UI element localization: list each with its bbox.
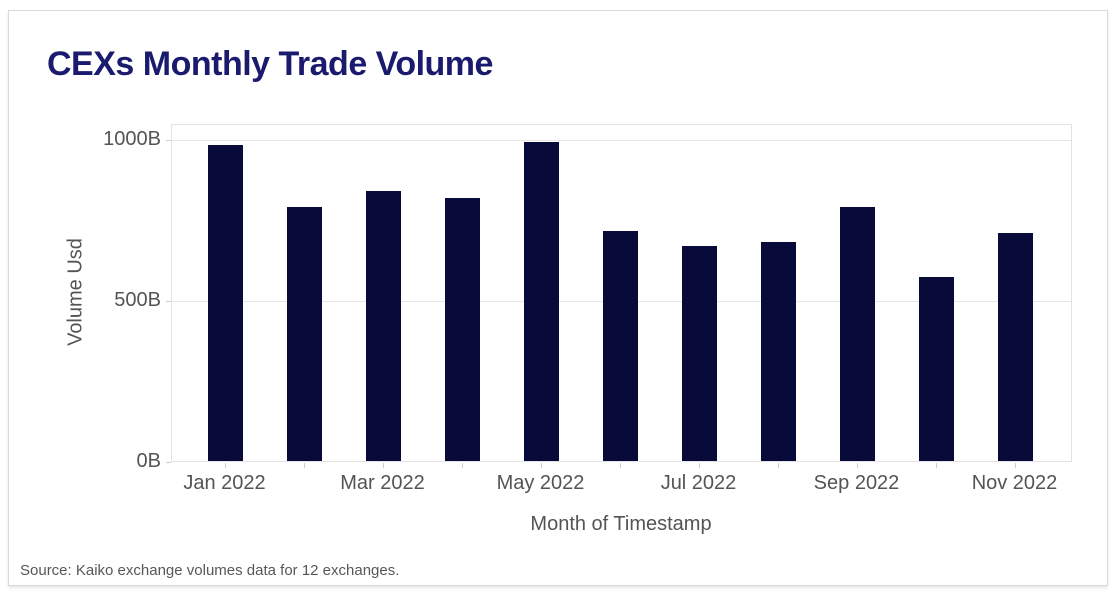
- bar[interactable]: [603, 231, 638, 461]
- bar[interactable]: [524, 142, 559, 461]
- x-tick-label: Jan 2022: [183, 472, 266, 494]
- x-tick-mark: [461, 463, 463, 468]
- x-tick-label: Sep 2022: [813, 472, 900, 494]
- chart-card: CEXs Monthly Trade Volume Volume Usd 0B 5…: [8, 10, 1108, 586]
- bar[interactable]: [682, 246, 717, 461]
- x-axis-title: Month of Timestamp: [530, 513, 712, 535]
- x-tick-mark: [856, 463, 858, 468]
- bar[interactable]: [840, 207, 875, 461]
- bar[interactable]: [998, 233, 1033, 461]
- y-tick-mark: [166, 140, 171, 141]
- y-tick-mark: [166, 462, 171, 463]
- y-tick-label: 0B: [136, 450, 161, 472]
- x-tick-mark: [619, 463, 621, 468]
- x-tick-label: Mar 2022: [340, 472, 425, 494]
- x-tick-mark: [698, 463, 700, 468]
- x-tick-mark: [540, 463, 542, 468]
- x-tick-mark: [935, 463, 937, 468]
- y-tick-mark: [166, 301, 171, 302]
- y-tick-label: 500B: [114, 289, 161, 311]
- chart-title: CEXs Monthly Trade Volume: [47, 45, 493, 83]
- bar[interactable]: [287, 207, 322, 461]
- y-tick-label: 1000B: [103, 128, 161, 150]
- bar[interactable]: [366, 191, 401, 461]
- x-tick-mark: [1014, 463, 1016, 468]
- x-tick-mark: [777, 463, 779, 468]
- bar[interactable]: [445, 198, 480, 461]
- bar[interactable]: [919, 277, 954, 461]
- x-tick-label: Jul 2022: [660, 472, 737, 494]
- plot-area: [171, 124, 1072, 462]
- x-tick-label: Nov 2022: [971, 472, 1058, 494]
- x-tick-label: May 2022: [496, 472, 585, 494]
- x-tick-mark: [224, 463, 226, 468]
- x-tick-mark: [382, 463, 384, 468]
- source-note: Source: Kaiko exchange volumes data for …: [20, 562, 400, 579]
- x-tick-mark: [303, 463, 305, 468]
- gridline: [172, 140, 1071, 141]
- bar[interactable]: [761, 242, 796, 461]
- bar[interactable]: [208, 145, 243, 461]
